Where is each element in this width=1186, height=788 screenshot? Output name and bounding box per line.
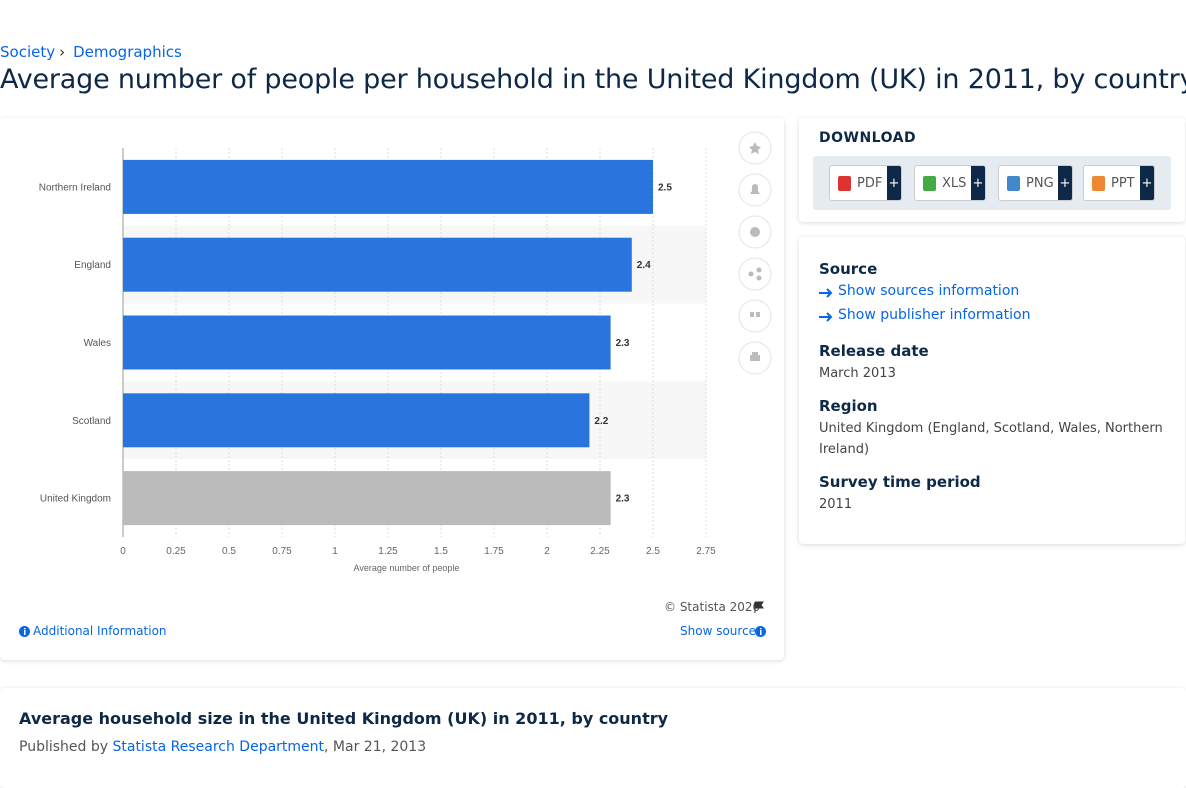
arrow-icon <box>819 312 833 322</box>
download-png[interactable]: PNG + <box>998 165 1073 201</box>
x-tick-label: 1.25 <box>378 546 398 557</box>
field-value: United Kingdom (England, Scotland, Wales… <box>819 421 1163 457</box>
x-tick-label: 1.75 <box>484 546 504 557</box>
download-xls[interactable]: XLS + <box>914 165 986 201</box>
publication-card: Average household size in the United Kin… <box>0 688 1186 788</box>
publication-title: Average household size in the United Kin… <box>19 709 669 728</box>
publication-date: , Mar 21, 2013 <box>324 739 427 755</box>
y-tick-label: Scotland <box>72 416 111 427</box>
chart-card: 0 0.25 0.5 0.75 1 1.25 1.5 1.75 2 2.25 2.5 2.75 Aver… <box>0 118 784 660</box>
arrow-icon <box>819 288 833 298</box>
chart: 0 0.25 0.5 0.75 1 1.25 1.5 1.75 2 2.25 2.5 2.75 Aver… <box>39 148 716 573</box>
x-tick-label: 0.25 <box>166 546 186 557</box>
share-button[interactable] <box>738 257 772 291</box>
flag-icon[interactable] <box>753 601 765 613</box>
breadcrumb: Society › Demographics <box>0 43 186 61</box>
details-card: Source Show sources information Show pub… <box>799 237 1185 544</box>
plus: + <box>1140 166 1154 200</box>
field-value: March 2013 <box>819 366 896 381</box>
cite-button[interactable] <box>738 299 772 333</box>
info-icon <box>755 626 766 637</box>
x-tick-label: 0 <box>120 546 126 557</box>
x-axis-label: Average number of people <box>354 563 460 573</box>
breadcrumb-separator: › <box>59 43 66 61</box>
show-source-link[interactable]: Show source <box>680 624 757 638</box>
format-label: XLS <box>942 175 967 191</box>
page: Society › Demographics Average number of p… <box>0 43 1186 755</box>
x-tick-label: 2.25 <box>590 546 610 557</box>
format-label: PDF <box>857 175 883 191</box>
page-title: Average number of people per household i… <box>0 64 1186 95</box>
y-tick-label: United Kingdom <box>40 494 111 505</box>
plus: + <box>1058 166 1072 200</box>
publisher-link[interactable]: Statista Research Department <box>112 739 325 755</box>
tool-bar <box>738 131 772 375</box>
plus: + <box>887 166 901 200</box>
breadcrumb-link[interactable]: Demographics <box>73 43 182 61</box>
x-tick-label: 1 <box>332 546 338 557</box>
field-value: 2011 <box>819 497 853 512</box>
y-tick-label: Wales <box>84 338 111 349</box>
download-ppt[interactable]: PPT + <box>1083 165 1155 201</box>
published-by: Published by <box>19 739 109 755</box>
bar <box>123 393 590 448</box>
value-label: 2.2 <box>594 416 608 427</box>
x-tick-label: 1.5 <box>434 546 448 557</box>
format-label: PPT <box>1111 175 1135 191</box>
x-tick-label: 0.75 <box>272 546 292 557</box>
y-tick-label: Northern Ireland <box>39 182 111 193</box>
bar <box>123 315 611 370</box>
field-label: Survey time period <box>819 473 981 491</box>
additional-info-link[interactable]: Additional Information <box>33 624 167 638</box>
show-publisher-link[interactable]: Show publisher information <box>838 307 1031 323</box>
download-pdf[interactable]: PDF + <box>829 165 902 201</box>
info-icon <box>19 626 30 637</box>
bar <box>123 471 611 526</box>
bar <box>123 159 653 214</box>
value-label: 2.3 <box>616 494 630 505</box>
value-label: 2.3 <box>616 338 630 349</box>
x-tick-label: 0.5 <box>222 546 236 557</box>
x-tick-label: 2.5 <box>646 546 660 557</box>
x-tick-label: 2 <box>544 546 550 557</box>
value-label: 2.5 <box>658 182 672 193</box>
plus: + <box>971 166 985 200</box>
source-heading: Source <box>819 260 878 278</box>
publication-meta: Published by Statista Research Departmen… <box>19 739 426 755</box>
field-label: Region <box>819 397 878 415</box>
value-label: 2.4 <box>637 260 651 271</box>
field-label: Release date <box>819 342 929 360</box>
copyright: © Statista 2020 <box>664 600 761 614</box>
y-tick-label: England <box>74 260 111 271</box>
show-sources-link[interactable]: Show sources information <box>838 283 1020 299</box>
x-tick-label: 2.75 <box>696 546 716 557</box>
breadcrumb-link[interactable]: Society <box>0 43 56 61</box>
bar <box>123 237 632 292</box>
format-label: PNG <box>1026 175 1054 191</box>
download-heading: DOWNLOAD <box>819 130 917 146</box>
